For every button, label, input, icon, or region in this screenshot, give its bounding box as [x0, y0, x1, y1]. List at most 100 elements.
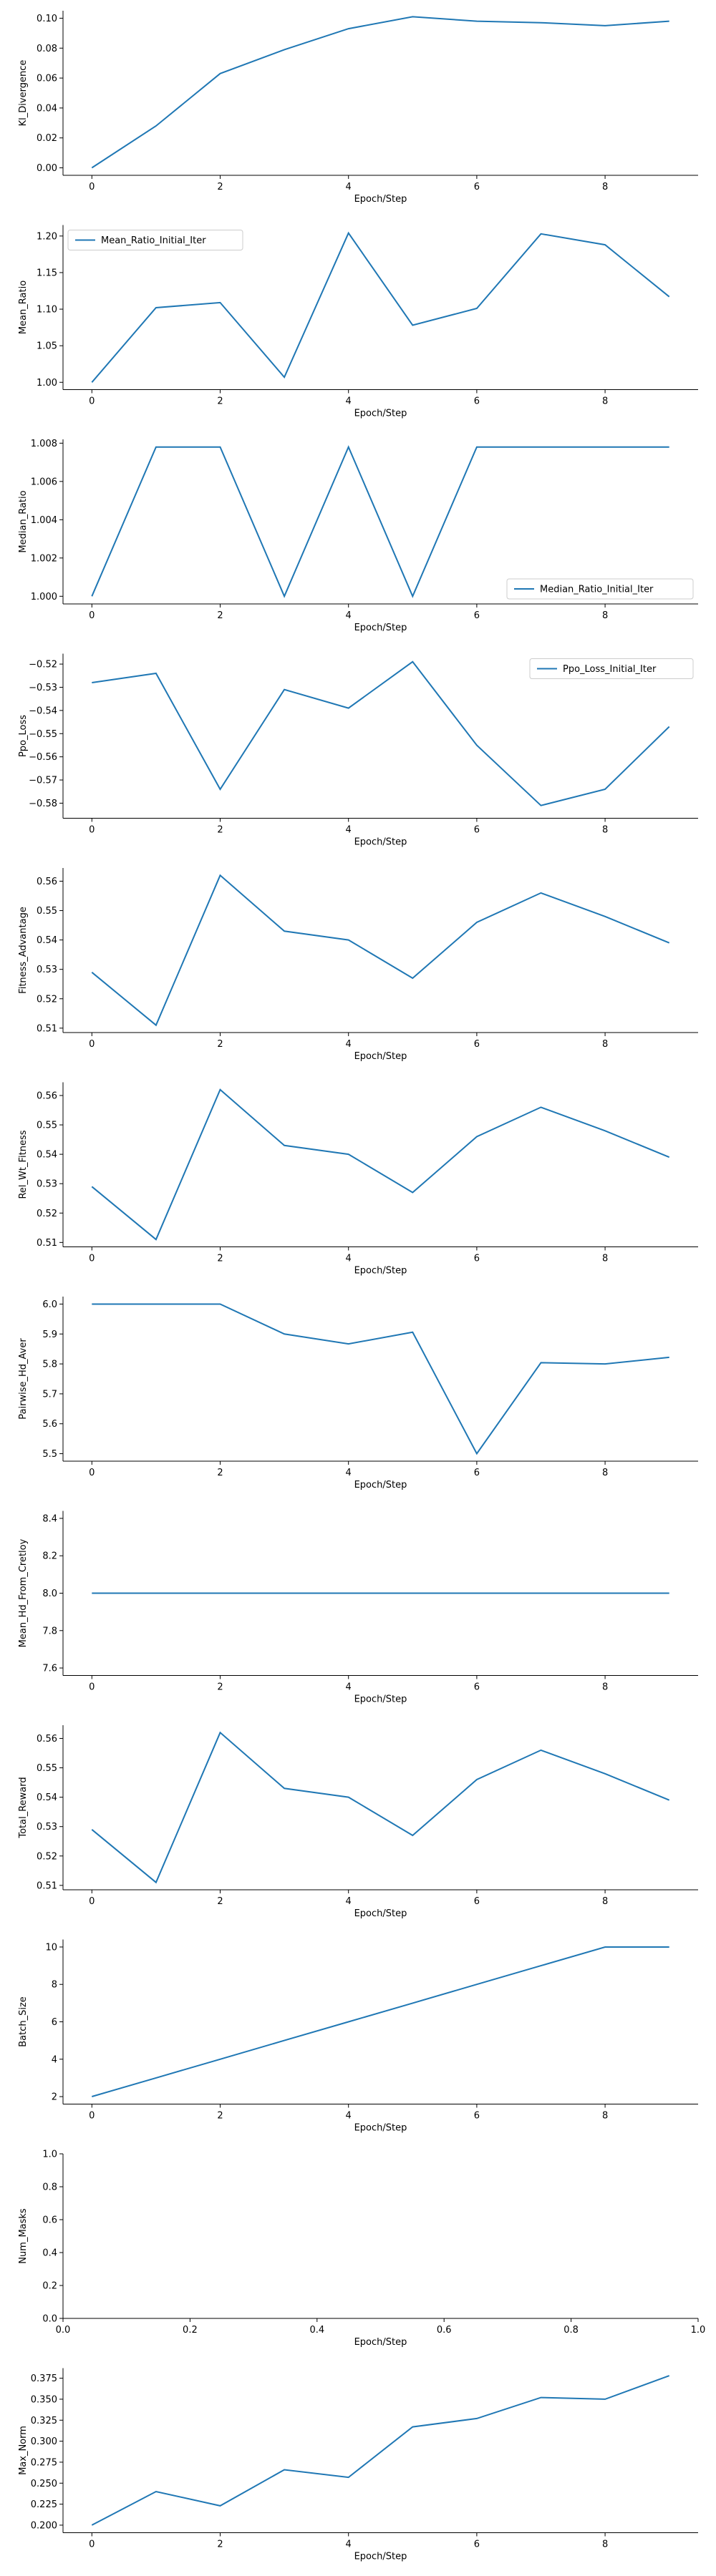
x-tick-label: 0.8 [563, 2325, 579, 2336]
subplot-2: 0 2 4 6 8 1.00 1.05 1.10 1.15 1.20 Epoch/Step Mean_… [18, 225, 698, 419]
x-axis-label: Epoch/Step [354, 194, 407, 205]
y-tick-label: 0.55 [37, 1121, 57, 1131]
x-tick-label: 0 [89, 825, 95, 836]
y-tick-label: 8.4 [42, 1513, 57, 1524]
x-tick-label: 2 [217, 1254, 223, 1264]
x-tick-label: 2 [217, 825, 223, 836]
x-tick-label: 8 [602, 1039, 608, 1050]
x-tick-label: 6 [474, 1039, 480, 1050]
y-axis-label: Num_Masks [18, 2208, 29, 2264]
x-tick-label: 8 [602, 1468, 608, 1478]
y-tick-label: 0.52 [37, 994, 57, 1005]
y-tick-label: 0.00 [37, 163, 57, 174]
y-tick-label: 1.004 [31, 515, 57, 526]
x-tick-label: 4 [346, 610, 352, 621]
legend-label: Mean_Ratio_Initial_Iter [101, 235, 206, 246]
y-axis-label: Rel_Wt_Fitness [18, 1130, 29, 1199]
x-tick-label: 0 [89, 1468, 95, 1478]
y-tick-label: 0.54 [37, 935, 57, 946]
y-tick-label: 1.0 [42, 2150, 57, 2160]
x-tick-label: 2 [217, 610, 223, 621]
x-tick-label: 0 [89, 2111, 95, 2122]
x-tick-label: 2 [217, 396, 223, 407]
x-tick-label: 0.6 [437, 2325, 452, 2336]
x-axis-label: Epoch/Step [354, 2552, 407, 2562]
y-tick-label: 0.51 [37, 1238, 57, 1249]
x-tick-label: 2 [217, 1682, 223, 1693]
y-tick-label: 1.15 [37, 268, 57, 278]
y-tick-label: −0.53 [29, 683, 57, 693]
subplot-12: 0 2 4 6 80.2000.2250.2500.2750.3000.3250.350… [18, 2368, 698, 2562]
y-tick-label: 1.002 [31, 553, 57, 564]
series-line [92, 1732, 669, 1882]
y-tick-label: −0.57 [29, 776, 57, 786]
subplot-8: 0 2 4 6 87.67.88.08.28.4Epoch/StepMean_Hd_Fr… [18, 1511, 698, 1705]
x-tick-label: 0 [89, 1896, 95, 1907]
x-axis-label: Epoch/Step [354, 1694, 407, 1705]
x-tick-label: 4 [346, 1039, 352, 1050]
x-axis-label: Epoch/Step [354, 2337, 407, 2348]
legend: Ppo_Loss_Initial_Iter [530, 659, 693, 679]
x-tick-label: 8 [602, 610, 608, 621]
y-tick-label: 0.56 [37, 1734, 57, 1745]
x-tick-label: 0.4 [309, 2325, 324, 2336]
subplot-10: 0 2 4 6 8 2 4 6 8 10 Epoch/Step Batch_Size [18, 1940, 698, 2134]
y-tick-label: 0.53 [37, 965, 57, 975]
subplot-3: 0 2 4 6 81.0001.0021.0041.0061.008Epoch/Step… [18, 439, 698, 633]
x-tick-label: 2 [217, 1896, 223, 1907]
y-tick-label: 0.54 [37, 1792, 57, 1803]
x-tick-label: 8 [602, 182, 608, 192]
subplot-4: 0 2 4 6 8 −0.52 −0.53 −0.54 −0.55 −0.56 −0.57 −0.58… [18, 654, 698, 848]
x-tick-label: 6 [474, 610, 480, 621]
y-tick-label: 2 [52, 2092, 57, 2103]
subplot-6: 0 2 4 6 8 0.51 0.52 0.53 0.54 0.55 0.56 Epoch/Step R… [18, 1083, 698, 1277]
y-tick-label: 0.4 [42, 2248, 57, 2259]
y-tick-label: 7.8 [42, 1626, 57, 1636]
y-tick-label: 0.52 [37, 1209, 57, 1219]
x-tick-label: 0 [89, 396, 95, 407]
series-line [92, 1090, 669, 1239]
y-tick-label: 7.6 [42, 1664, 57, 1674]
subplot-11: 0.0 0.2 0.4 0.6 0.8 1.00.00.20.40.60.81.0Epoc… [18, 2150, 705, 2348]
y-tick-label: 6 [52, 2017, 57, 2028]
x-tick-label: 8 [602, 2540, 608, 2550]
y-tick-label: 0.200 [31, 2520, 57, 2531]
x-tick-label: 6 [474, 396, 480, 407]
y-tick-label: 1.008 [31, 439, 57, 449]
x-tick-label: 2 [217, 1468, 223, 1478]
y-tick-label: 1.10 [37, 305, 57, 316]
y-tick-label: 5.5 [42, 1449, 57, 1460]
y-tick-label: 0.02 [37, 133, 57, 144]
subplot-5: 0 2 4 6 8 0.51 0.52 0.53 0.54 0.55 0.56 Epoch/Step F… [18, 868, 698, 1062]
y-tick-label: 0.51 [37, 1023, 57, 1034]
x-tick-label: 4 [346, 825, 352, 836]
x-tick-label: 0.2 [183, 2325, 198, 2336]
x-tick-label: 6 [474, 1682, 480, 1693]
y-axis-label: Median_Ratio [18, 490, 29, 552]
x-tick-label: 6 [474, 182, 480, 192]
y-tick-label: 0.250 [31, 2479, 57, 2489]
x-tick-label: 4 [346, 1254, 352, 1264]
x-tick-label: 2 [217, 2111, 223, 2122]
x-tick-label: 8 [602, 396, 608, 407]
series-line [92, 875, 669, 1025]
y-tick-label: 0.350 [31, 2394, 57, 2405]
y-tick-label: 1.00 [37, 378, 57, 389]
x-axis-label: Epoch/Step [354, 623, 407, 633]
y-tick-label: 0.56 [37, 877, 57, 887]
y-tick-label: −0.55 [29, 729, 57, 740]
y-tick-label: 8.2 [42, 1551, 57, 1562]
y-tick-label: −0.58 [29, 799, 57, 809]
y-tick-label: 0.225 [31, 2499, 57, 2510]
y-tick-label: 5.7 [42, 1389, 57, 1400]
series-line [92, 447, 669, 597]
x-tick-label: 4 [346, 2111, 352, 2122]
y-tick-label: 0.6 [42, 2215, 57, 2226]
y-tick-label: 5.6 [42, 1419, 57, 1430]
x-tick-label: 6 [474, 1254, 480, 1264]
x-tick-label: 0 [89, 182, 95, 192]
y-tick-label: 0.08 [37, 44, 57, 54]
y-tick-label: 1.006 [31, 477, 57, 487]
x-tick-label: 0 [89, 2540, 95, 2550]
